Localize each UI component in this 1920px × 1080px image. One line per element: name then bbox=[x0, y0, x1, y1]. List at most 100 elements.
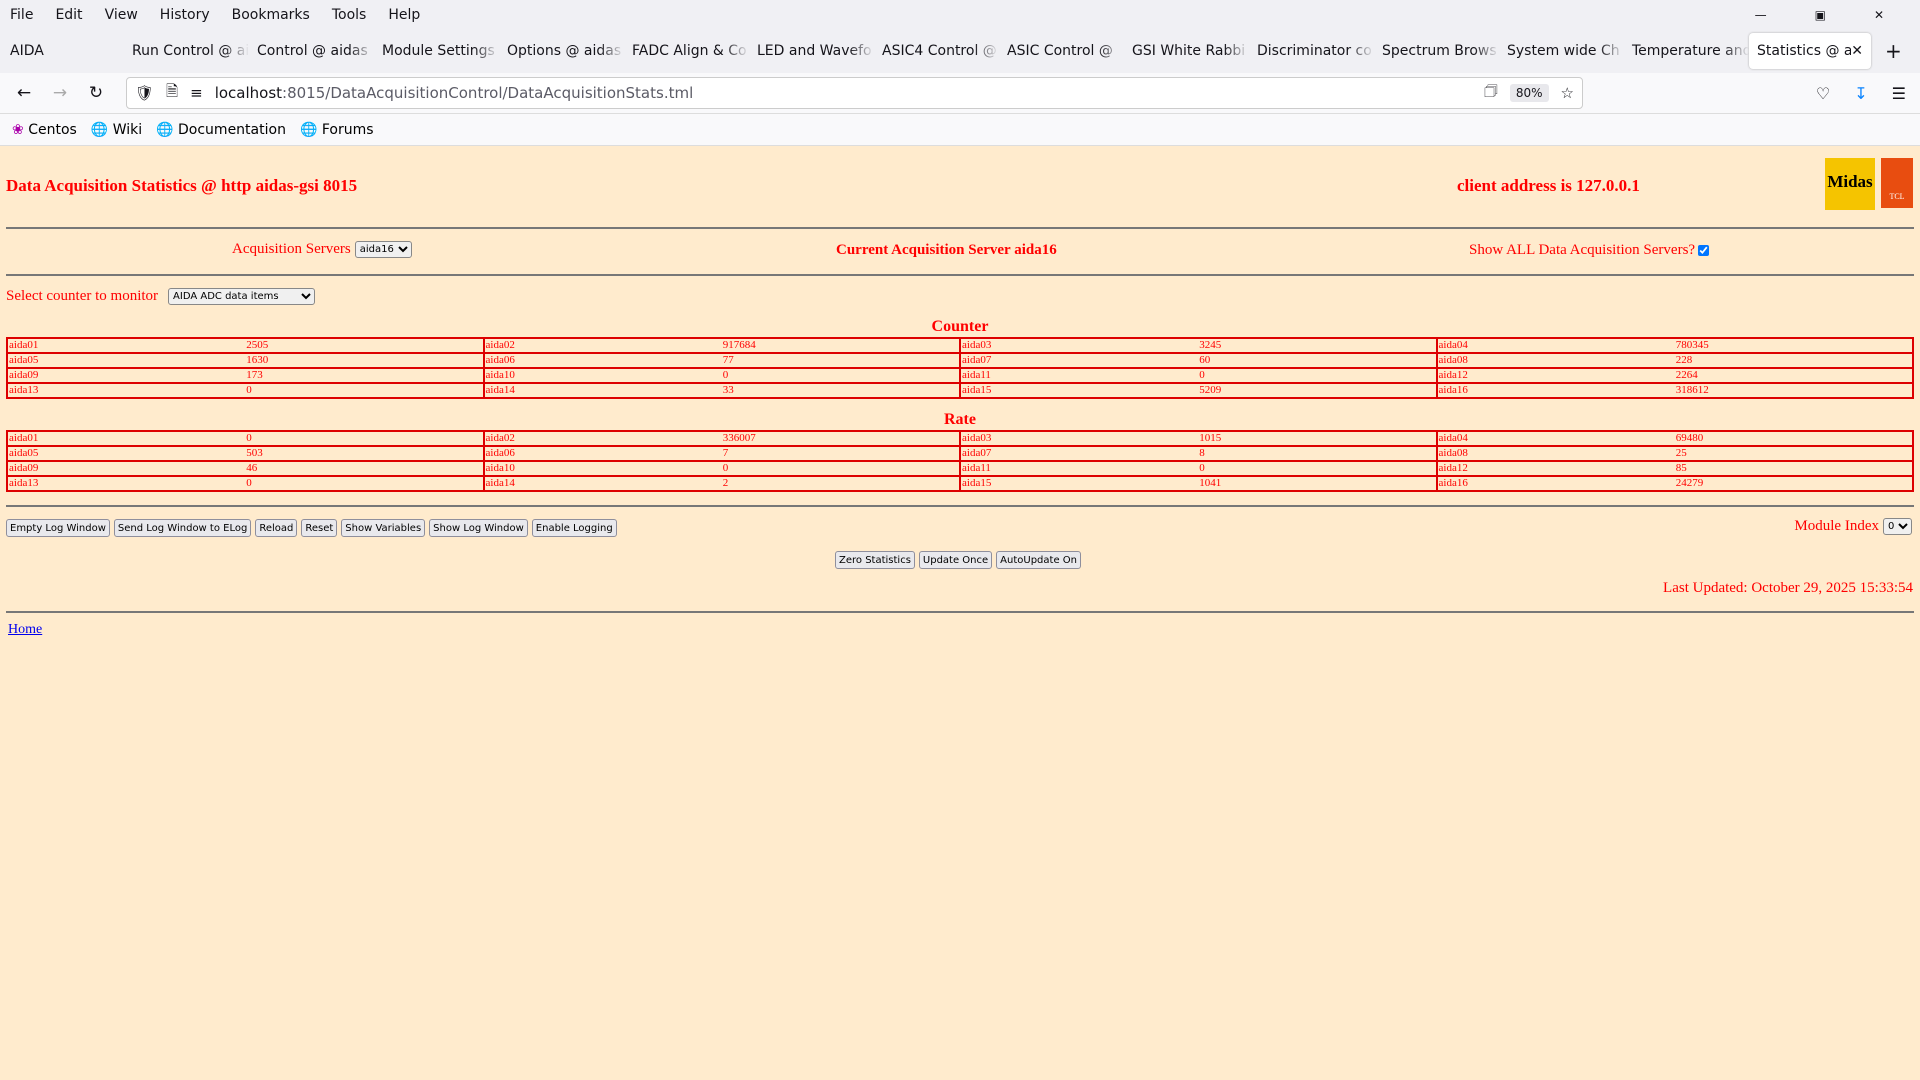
tab[interactable]: Temperature and bbox=[1632, 43, 1749, 59]
close-window-icon[interactable]: ✕ bbox=[1873, 7, 1884, 22]
server-name-cell: aida10 bbox=[482, 367, 722, 384]
tab[interactable]: System wide Ch bbox=[1507, 43, 1620, 59]
downloads-icon[interactable]: ↧ bbox=[1854, 83, 1868, 103]
hamburger-menu-icon[interactable]: ☰ bbox=[1891, 83, 1906, 103]
value-cell: 60 bbox=[1198, 352, 1437, 369]
zoom-level[interactable]: 80% bbox=[1509, 84, 1549, 102]
server-select[interactable]: aida16 bbox=[354, 241, 412, 258]
table-row: aida05 503 aida06 7 aida07 8 aida08 25 bbox=[5, 445, 1913, 462]
tab[interactable]: FADC Align & Co bbox=[632, 43, 747, 59]
tab[interactable]: Run Control @ aidas bbox=[132, 43, 249, 59]
tcl-logo: TCL bbox=[1881, 158, 1913, 208]
tab[interactable]: LED and Wavefo bbox=[757, 43, 872, 59]
menu-bookmarks[interactable]: Bookmarks bbox=[231, 6, 310, 23]
menu-edit[interactable]: Edit bbox=[55, 6, 83, 23]
url-path: :8015/DataAcquisitionControl/DataAcquisi… bbox=[282, 84, 694, 102]
tab[interactable]: Options @ aidas bbox=[507, 43, 622, 59]
value-cell: 0 bbox=[721, 367, 960, 384]
reset-button[interactable]: Reset bbox=[301, 519, 338, 537]
server-name-cell: aida08 bbox=[1435, 445, 1675, 462]
server-name-cell: aida04 bbox=[1435, 430, 1675, 447]
bookmark-centos[interactable]: ❀ Centos bbox=[12, 122, 77, 138]
counter-table: aida01 2505 aida02 917684 aida03 3245 aida04 78… bbox=[5, 337, 1914, 399]
bookmark-label: Forums bbox=[321, 121, 374, 138]
tab[interactable]: GSI White Rabbi bbox=[1132, 43, 1246, 59]
bookmark-label: Centos bbox=[28, 121, 77, 138]
window-title: AIDA bbox=[10, 43, 44, 59]
table-row: aida09 46 aida10 0 aida11 0 aida12 85 bbox=[5, 460, 1913, 477]
bookmark-label: Documentation bbox=[178, 121, 286, 138]
tab[interactable]: ASIC4 Control @ bbox=[882, 43, 997, 59]
value-cell: 780345 bbox=[1674, 337, 1913, 354]
bookmark-star-icon[interactable]: ☆ bbox=[1560, 84, 1574, 102]
value-cell: 0 bbox=[245, 475, 484, 492]
server-name-cell: aida11 bbox=[958, 460, 1199, 477]
minimize-icon[interactable]: — bbox=[1754, 7, 1767, 22]
bookmark-forums[interactable]: 🌐 Forums bbox=[300, 122, 374, 138]
server-name-cell: aida13 bbox=[5, 475, 246, 492]
value-cell: 0 bbox=[1198, 367, 1437, 384]
home-link[interactable]: Home bbox=[8, 622, 43, 637]
bookmark-wiki[interactable]: 🌐 Wiki bbox=[91, 122, 142, 138]
table-row: aida05 1630 aida06 77 aida07 60 aida08 228 bbox=[5, 352, 1913, 369]
maximize-icon[interactable]: ▣ bbox=[1814, 7, 1826, 22]
menu-file[interactable]: File bbox=[10, 6, 34, 23]
tab-active[interactable]: Statistics @ aida✕ bbox=[1749, 33, 1871, 69]
value-cell: 5209 bbox=[1198, 382, 1437, 399]
value-cell: 318612 bbox=[1674, 382, 1913, 399]
bookmark-label: Wiki bbox=[112, 121, 143, 138]
enable-logging-button[interactable]: Enable Logging bbox=[531, 519, 617, 537]
value-cell: 77 bbox=[721, 352, 960, 369]
update-once-button[interactable]: Update Once bbox=[918, 551, 993, 569]
permissions-icon[interactable]: ≡ bbox=[190, 84, 203, 102]
show-all-checkbox[interactable] bbox=[1698, 245, 1710, 256]
show-log-window-button[interactable]: Show Log Window bbox=[429, 519, 528, 537]
pocket-icon[interactable]: ♡ bbox=[1815, 83, 1831, 103]
module-index-select[interactable]: 0 bbox=[1883, 518, 1912, 535]
tab[interactable]: Control @ aidas bbox=[257, 43, 368, 59]
autoupdate-on-button[interactable]: AutoUpdate On bbox=[996, 551, 1081, 569]
server-name-cell: aida02 bbox=[482, 430, 722, 447]
globe-icon: 🌐 bbox=[90, 121, 109, 138]
value-cell: 24279 bbox=[1674, 475, 1913, 492]
tab[interactable]: Module Settings bbox=[382, 43, 495, 59]
menu-view[interactable]: View bbox=[104, 6, 138, 23]
empty-log-window-button[interactable]: Empty Log Window bbox=[6, 519, 110, 537]
last-updated: Last Updated: October 29, 2025 15:33:54 bbox=[1663, 580, 1913, 596]
tab[interactable]: ASIC Control @ bbox=[1007, 43, 1113, 59]
close-tab-icon[interactable]: ✕ bbox=[1851, 43, 1863, 59]
reader-icon[interactable]: 🗇 bbox=[1483, 81, 1498, 100]
menu-help[interactable]: Help bbox=[388, 6, 421, 23]
shield-icon[interactable]: 🛡 bbox=[135, 84, 155, 102]
menu-tools[interactable]: Tools bbox=[331, 6, 367, 23]
value-cell: 917684 bbox=[721, 337, 960, 354]
counter-select[interactable]: AIDA ADC data items bbox=[168, 288, 316, 305]
back-icon[interactable]: ← bbox=[16, 83, 32, 103]
send-log-window-to-elog-button[interactable]: Send Log Window to ELog bbox=[113, 519, 252, 537]
reload-button[interactable]: Reload bbox=[255, 519, 298, 537]
value-cell: 0 bbox=[245, 430, 484, 447]
value-cell: 336007 bbox=[721, 430, 960, 447]
zero-statistics-button[interactable]: Zero Statistics bbox=[835, 551, 915, 569]
tab[interactable]: Spectrum Brows bbox=[1382, 43, 1497, 59]
centos-icon: ❀ bbox=[12, 121, 24, 138]
tab[interactable]: Discriminator co bbox=[1257, 43, 1372, 59]
server-name-cell: aida15 bbox=[958, 382, 1199, 399]
rate-heading: Rate bbox=[944, 411, 976, 428]
server-name-cell: aida05 bbox=[5, 445, 246, 462]
table-row: aida01 2505 aida02 917684 aida03 3245 aida04 78… bbox=[5, 337, 1913, 354]
show-variables-button[interactable]: Show Variables bbox=[341, 519, 426, 537]
new-tab-icon[interactable]: + bbox=[1885, 39, 1902, 63]
menu-history[interactable]: History bbox=[159, 6, 210, 23]
bookmark-documentation[interactable]: 🌐 Documentation bbox=[156, 122, 286, 138]
rate-table: aida01 0 aida02 336007 aida03 1015 aida04 69480… bbox=[5, 430, 1914, 492]
stats-buttons: Zero Statistics Update Once AutoUpdate On bbox=[0, 551, 1920, 569]
server-name-cell: aida04 bbox=[1435, 337, 1675, 354]
reload-icon[interactable]: ↻ bbox=[88, 83, 104, 103]
forward-icon[interactable]: → bbox=[52, 83, 68, 103]
value-cell: 25 bbox=[1674, 445, 1913, 462]
url-bar[interactable]: 🛡 🗎 ≡ localhost:8015/DataAcquisitionCont… bbox=[126, 77, 1583, 109]
server-name-cell: aida16 bbox=[1435, 475, 1675, 492]
page-title: Data Acquisition Statistics @ http aidas… bbox=[6, 176, 358, 195]
server-name-cell: aida12 bbox=[1435, 460, 1675, 477]
